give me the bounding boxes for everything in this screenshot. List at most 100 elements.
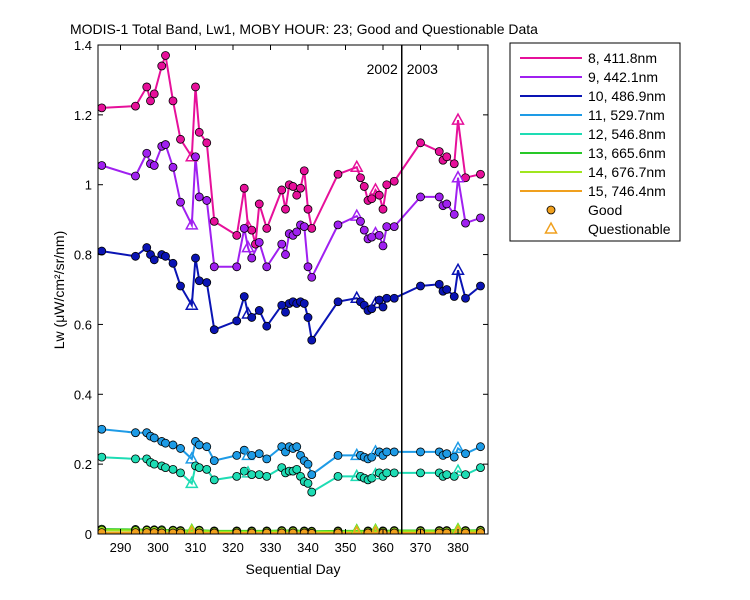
good-point — [161, 463, 170, 473]
good-point — [374, 190, 384, 200]
good-point — [262, 471, 272, 481]
good-point — [232, 451, 242, 460]
questionable-point — [451, 463, 465, 476]
good-point — [168, 464, 178, 474]
legend-label: 10, 486.9nm — [588, 88, 666, 104]
good-point — [382, 180, 392, 190]
good-point — [382, 293, 392, 303]
good-point — [157, 528, 167, 534]
x-tick-label: 370 — [410, 540, 432, 555]
good-point — [262, 528, 272, 534]
x-tick-label: 340 — [297, 540, 319, 555]
good-point — [98, 246, 107, 256]
good-point — [202, 442, 212, 452]
good-point — [239, 223, 249, 233]
good-point — [378, 241, 388, 251]
good-point — [254, 237, 264, 247]
x-tick-label: 380 — [447, 540, 469, 555]
good-point — [292, 190, 302, 200]
x-tick-label: 290 — [110, 540, 132, 555]
good-point — [254, 470, 264, 480]
good-point — [209, 262, 219, 272]
good-point — [232, 471, 242, 481]
good-point — [356, 173, 365, 183]
good-point — [161, 140, 170, 149]
legend-label: 13, 665.6nm — [588, 145, 666, 161]
good-point — [247, 225, 257, 235]
good-point — [389, 468, 399, 478]
x-tick-label: 310 — [185, 540, 207, 555]
good-point — [191, 152, 200, 162]
good-point — [149, 89, 159, 99]
legend-label: Questionable — [588, 221, 671, 237]
good-point — [333, 297, 343, 307]
good-point — [449, 471, 459, 481]
good-point — [281, 204, 290, 214]
good-point — [247, 451, 257, 460]
good-point — [299, 528, 309, 534]
good-point — [449, 210, 459, 219]
good-point — [292, 227, 302, 237]
good-point — [303, 478, 313, 488]
good-point — [299, 166, 309, 176]
questionable-point — [352, 525, 362, 534]
good-point — [292, 464, 302, 474]
good-point — [194, 528, 204, 534]
x-tick-label: 350 — [335, 540, 357, 555]
good-point — [333, 451, 343, 460]
good-point — [292, 442, 302, 452]
good-point — [247, 470, 257, 480]
good-point — [202, 278, 212, 287]
y-axis-label: Lw (μW/cm²/sr/nm) — [51, 231, 67, 350]
good-point — [442, 528, 452, 534]
good-point — [288, 182, 298, 191]
good-point — [239, 183, 249, 193]
good-point — [333, 471, 343, 481]
good-point — [434, 528, 444, 534]
good-point — [449, 159, 459, 169]
good-point — [449, 452, 459, 462]
y-tick-label: 0.2 — [74, 457, 92, 472]
good-point — [209, 456, 219, 466]
questionable-point — [349, 159, 364, 172]
good-point — [168, 162, 178, 172]
good-point — [307, 470, 317, 480]
y-tick-label: 0 — [85, 527, 92, 542]
good-point — [247, 528, 257, 534]
good-point — [168, 258, 178, 268]
good-point — [98, 161, 107, 170]
good-point — [378, 302, 388, 312]
good-point — [202, 196, 212, 205]
good-point — [382, 468, 392, 478]
good-point — [307, 335, 317, 345]
questionable-point — [184, 475, 199, 489]
series-line-10 — [101, 246, 482, 343]
good-point — [307, 272, 317, 282]
x-tick-label: 320 — [222, 540, 244, 555]
good-point — [363, 528, 373, 534]
legend-good-marker — [546, 205, 556, 215]
good-point — [232, 230, 242, 240]
questionable-point — [451, 440, 465, 454]
good-point — [442, 152, 452, 162]
good-point — [131, 251, 140, 261]
questionable-point — [184, 451, 199, 464]
good-point — [367, 452, 377, 462]
good-point — [131, 528, 140, 534]
questionable-point — [451, 522, 465, 534]
good-point — [191, 82, 200, 92]
good-point — [416, 281, 425, 291]
good-point — [232, 316, 242, 326]
good-point — [194, 276, 204, 286]
good-point — [461, 218, 470, 228]
good-point — [247, 313, 257, 322]
good-point — [209, 475, 219, 485]
questionable-point — [184, 217, 199, 230]
good-point — [176, 528, 185, 534]
good-point — [303, 204, 313, 214]
good-point — [303, 262, 313, 272]
y-tick-label: 0.4 — [74, 387, 92, 402]
good-point — [378, 204, 388, 214]
good-point — [157, 61, 167, 71]
